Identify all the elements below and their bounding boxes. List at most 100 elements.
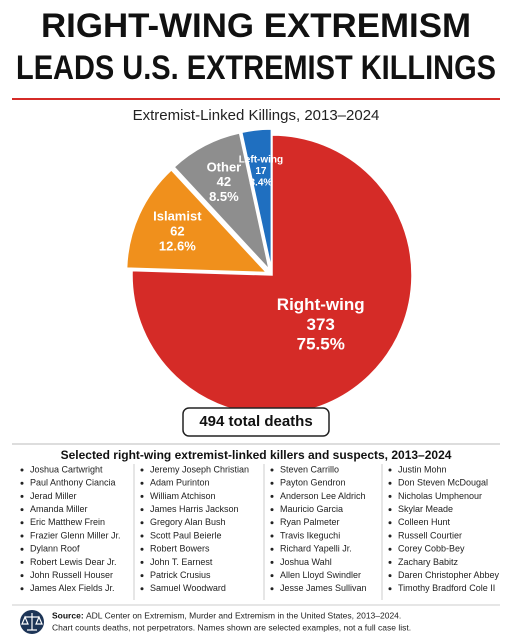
- bullet: [270, 508, 274, 512]
- bullet: [140, 574, 144, 578]
- name: Daren Christopher Abbey: [398, 570, 500, 580]
- bullet: [20, 534, 24, 538]
- title-line: RIGHT-WING EXTREMISM: [41, 7, 471, 45]
- name: Joshua Wahl: [280, 557, 332, 567]
- name: Scott Paul Beierle: [150, 530, 222, 540]
- bullet: [20, 560, 24, 564]
- name: William Atchison: [150, 491, 216, 501]
- name: John T. Earnest: [150, 557, 213, 567]
- bullet: [388, 587, 392, 591]
- bullet: [388, 560, 392, 564]
- name: Jerad Miller: [30, 491, 77, 501]
- bullet: [388, 481, 392, 485]
- name: Frazier Glenn Miller Jr.: [30, 530, 121, 540]
- slice-category: Other: [207, 159, 242, 174]
- slice-category: Islamist: [153, 208, 202, 223]
- bullet: [270, 494, 274, 498]
- name: Russell Courtier: [398, 530, 462, 540]
- name: Dylann Roof: [30, 544, 80, 554]
- bullet: [20, 521, 24, 525]
- bullet: [140, 521, 144, 525]
- name: Payton Gendron: [280, 478, 346, 488]
- name: Samuel Woodward: [150, 583, 226, 593]
- bullet: [20, 587, 24, 591]
- name: Ryan Palmeter: [280, 517, 340, 527]
- bullet: [20, 494, 24, 498]
- name: James Harris Jackson: [150, 504, 239, 514]
- bullet: [140, 494, 144, 498]
- title-line: LEADS U.S. EXTREMIST KILLINGS: [16, 49, 496, 87]
- slice-category: Left-wing: [239, 155, 283, 166]
- bullet: [140, 560, 144, 564]
- name: Anderson Lee Aldrich: [280, 491, 366, 501]
- bullet: [388, 494, 392, 498]
- bullet: [388, 534, 392, 538]
- bullet: [388, 468, 392, 472]
- bullet: [20, 508, 24, 512]
- name: Jesse James Sullivan: [280, 583, 367, 593]
- subtitle: Extremist-Linked Killings, 2013–2024: [133, 107, 380, 124]
- bullet: [388, 547, 392, 551]
- bullet: [140, 468, 144, 472]
- bullet: [20, 468, 24, 472]
- name: Patrick Crusius: [150, 570, 211, 580]
- name: Mauricio Garcia: [280, 504, 343, 514]
- name: Allen Lloyd Swindler: [280, 570, 361, 580]
- slice-percent: 3.4%: [250, 178, 273, 189]
- name: James Alex Fields Jr.: [30, 583, 115, 593]
- bullet: [388, 574, 392, 578]
- bullet: [140, 547, 144, 551]
- name: John Russell Houser: [30, 570, 113, 580]
- name: Adam Purinton: [150, 478, 210, 488]
- name: Paul Anthony Ciancia: [30, 478, 116, 488]
- name: Zachary Babitz: [398, 557, 459, 567]
- name: Steven Carrillo: [280, 464, 339, 474]
- source-text: ADL Center on Extremism, Murder and Extr…: [86, 610, 401, 620]
- name: Timothy Bradford Cole II: [398, 583, 495, 593]
- slice-count: 42: [217, 174, 231, 189]
- name-list: Joshua Cartwright Paul Anthony Ciancia Jer…: [20, 464, 500, 600]
- name: Jeremy Joseph Christian: [150, 464, 249, 474]
- slice-percent: 12.6%: [159, 238, 196, 253]
- name: Nicholas Umphenour: [398, 491, 482, 501]
- bullet: [20, 547, 24, 551]
- bullet: [270, 587, 274, 591]
- footnote: Chart counts deaths, not perpetrators. N…: [52, 622, 411, 632]
- bullet: [270, 547, 274, 551]
- bullet: [140, 508, 144, 512]
- slice-category: Right-wing: [277, 295, 365, 314]
- slice-count: 17: [255, 166, 267, 177]
- pie-slice: [131, 134, 413, 416]
- name: Gregory Alan Bush: [150, 517, 226, 527]
- slice-percent: 8.5%: [209, 189, 239, 204]
- bullet: [270, 574, 274, 578]
- name: Joshua Cartwright: [30, 464, 103, 474]
- bullet: [388, 508, 392, 512]
- name: Amanda Miller: [30, 504, 88, 514]
- source-label: Source:: [52, 610, 84, 620]
- bullet: [270, 534, 274, 538]
- bullet: [270, 521, 274, 525]
- bullet: [140, 534, 144, 538]
- name: Colleen Hunt: [398, 517, 451, 527]
- bullet: [270, 468, 274, 472]
- bullet: [270, 481, 274, 485]
- pie-slice: [172, 131, 271, 273]
- pie-slice: [240, 128, 273, 270]
- name: Robert Bowers: [150, 544, 210, 554]
- name: Don Steven McDougal: [398, 478, 488, 488]
- name: Eric Matthew Frein: [30, 517, 105, 527]
- bullet: [140, 481, 144, 485]
- list-heading: Selected right-wing extremist-linked kil…: [61, 448, 452, 462]
- name: Robert Lewis Dear Jr.: [30, 557, 117, 567]
- bullet: [20, 481, 24, 485]
- name: Justin Mohn: [398, 464, 447, 474]
- name: Travis Ikeguchi: [280, 530, 340, 540]
- name: Corey Cobb-Bey: [398, 544, 465, 554]
- bullet: [20, 574, 24, 578]
- slice-count: 373: [307, 315, 335, 334]
- name: Richard Yapelli Jr.: [280, 544, 352, 554]
- slice-count: 62: [170, 223, 184, 238]
